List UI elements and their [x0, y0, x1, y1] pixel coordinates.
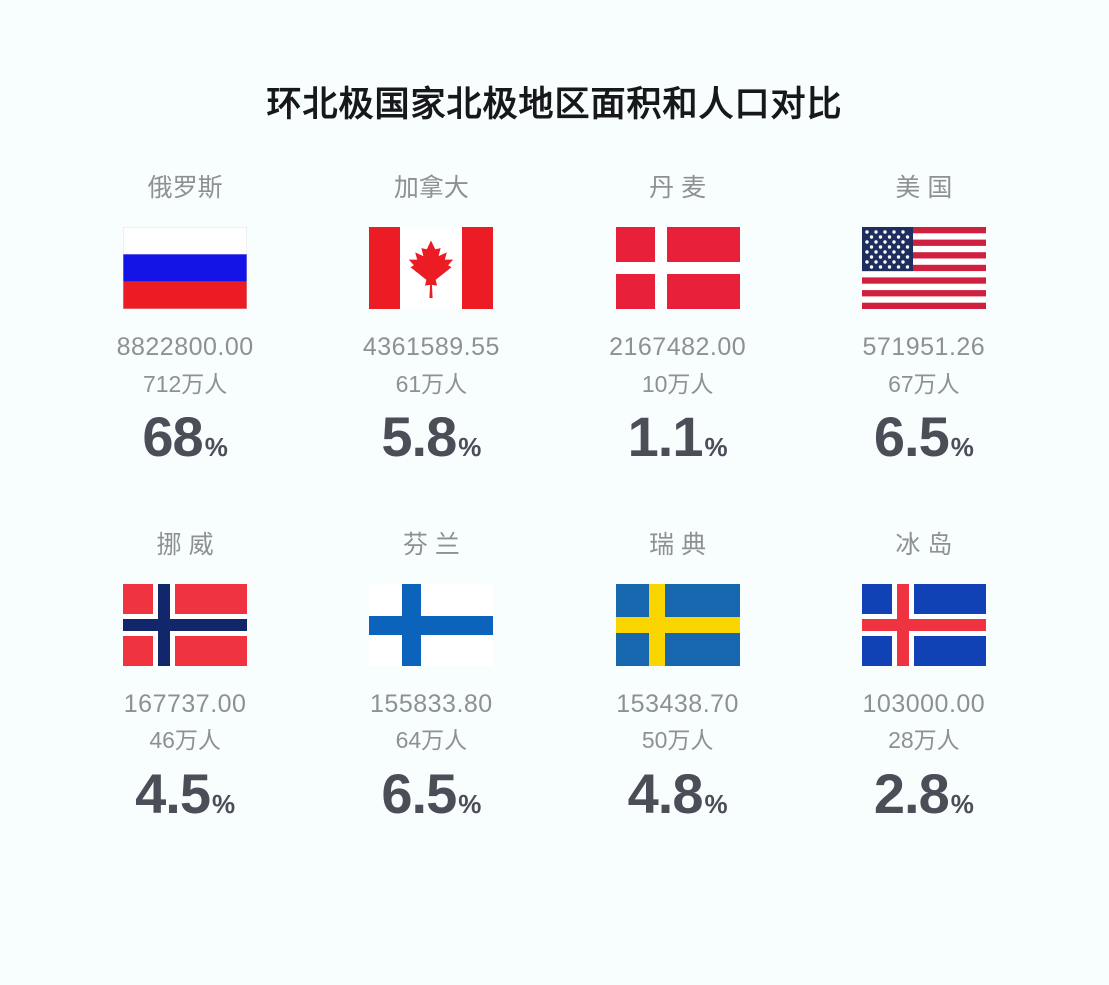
- country-card-canada: 加拿大 4361589.55 61万人 5.8 %: [308, 176, 554, 465]
- percent-row: 6.5 %: [873, 404, 974, 468]
- population-value: 61万人: [395, 370, 468, 397]
- country-name: 俄罗斯: [147, 174, 223, 202]
- country-card-norway: 挪 威 167737.00 46万人 4.5 %: [62, 530, 308, 825]
- percent-row: 4.5 %: [135, 761, 236, 825]
- sweden-flag-icon: [615, 583, 740, 666]
- norway-flag-icon: [123, 583, 248, 666]
- country-grid: 俄罗斯 8822800.00 712万人 68 % 加拿大: [62, 176, 1047, 822]
- percent-row: 1.1 %: [627, 404, 728, 468]
- denmark-flag-icon: [615, 227, 740, 309]
- percent-row: 2.8 %: [873, 761, 974, 825]
- percent-value: 1.1: [627, 404, 704, 468]
- percent-value: 6.5: [381, 761, 457, 825]
- area-value: 167737.00: [123, 689, 247, 718]
- area-value: 155833.80: [370, 689, 493, 718]
- area-value: 103000.00: [862, 689, 986, 718]
- country-name: 美 国: [895, 174, 953, 202]
- country-card-usa: 美 国: [801, 176, 1047, 465]
- area-value: 571951.26: [862, 333, 986, 361]
- canada-flag-icon: [369, 227, 494, 309]
- country-name: 芬 兰: [402, 530, 460, 559]
- country-card-iceland: 冰 岛 103000.00 28万人 2.8 %: [801, 530, 1047, 825]
- percent-row: 5.8 %: [381, 404, 482, 468]
- percent-sign: %: [704, 431, 728, 462]
- percent-sign: %: [950, 431, 974, 462]
- percent-value: 2.8: [873, 761, 950, 825]
- country-card-denmark: 丹 麦 2167482.00 10万人 1.1 %: [555, 176, 801, 465]
- percent-sign: %: [704, 788, 728, 819]
- country-name: 丹 麦: [649, 174, 707, 202]
- country-name: 挪 威: [156, 530, 214, 559]
- country-name: 瑞 典: [649, 530, 707, 559]
- percent-value: 4.8: [627, 761, 704, 825]
- area-value: 153438.70: [616, 689, 739, 718]
- russia-flag-icon: [123, 227, 248, 309]
- population-value: 712万人: [142, 370, 228, 397]
- country-name: 冰 岛: [895, 530, 953, 559]
- percent-row: 4.8 %: [627, 761, 728, 825]
- finland-flag-icon: [369, 583, 494, 666]
- area-value: 2167482.00: [609, 333, 747, 361]
- area-value: 4361589.55: [362, 333, 500, 361]
- percent-value: 6.5: [873, 404, 950, 468]
- country-card-finland: 芬 兰 155833.80 64万人 6.5 %: [308, 530, 554, 825]
- country-name: 加拿大: [393, 174, 469, 202]
- population-value: 50万人: [641, 727, 714, 754]
- percent-row: 6.5 %: [381, 761, 482, 825]
- percent-value: 68: [142, 404, 203, 468]
- percent-value: 4.5: [135, 761, 211, 825]
- population-value: 28万人: [888, 727, 960, 754]
- percent-row: 68 %: [142, 404, 228, 468]
- population-value: 10万人: [641, 370, 714, 397]
- page-title: 环北极国家北极地区面积和人口对比: [266, 85, 843, 124]
- population-value: 67万人: [888, 370, 960, 397]
- country-card-sweden: 瑞 典 153438.70 50万人 4.8 %: [555, 530, 801, 825]
- percent-sign: %: [458, 431, 482, 462]
- percent-sign: %: [211, 788, 236, 819]
- country-card-russia: 俄罗斯 8822800.00 712万人 68 %: [62, 176, 308, 465]
- population-value: 46万人: [149, 727, 221, 754]
- percent-value: 5.8: [381, 404, 457, 468]
- population-value: 64万人: [395, 727, 468, 754]
- percent-sign: %: [950, 788, 974, 819]
- iceland-flag-icon: [861, 583, 986, 666]
- usa-flag-icon: [861, 227, 986, 309]
- percent-sign: %: [204, 431, 228, 462]
- area-value: 8822800.00: [116, 333, 254, 361]
- percent-sign: %: [458, 788, 482, 819]
